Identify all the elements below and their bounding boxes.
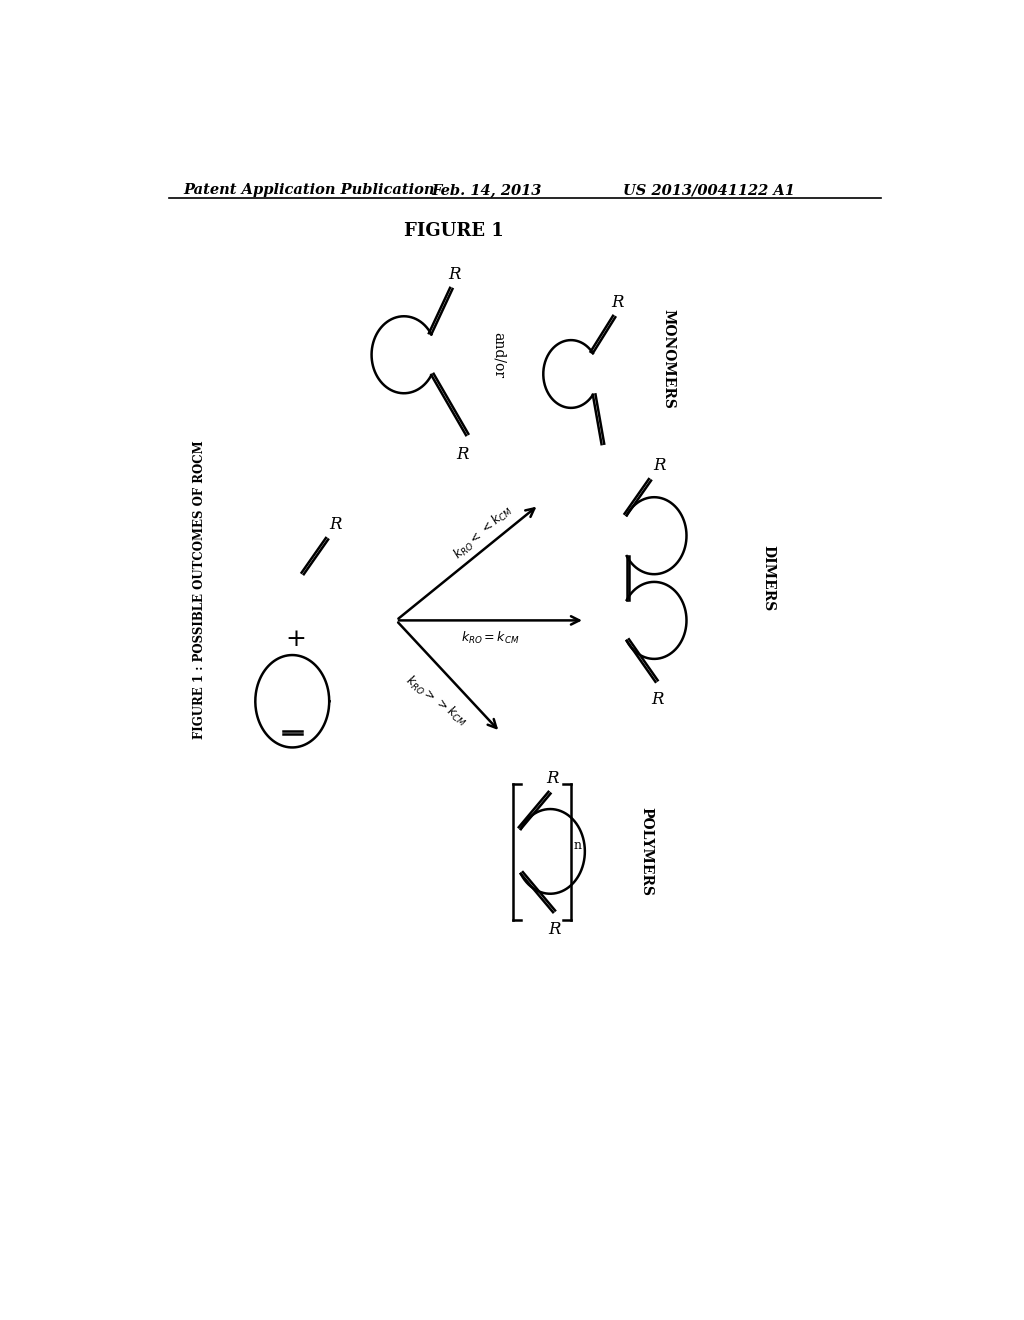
Text: Patent Application Publication: Patent Application Publication (183, 183, 434, 197)
Text: R: R (548, 921, 561, 939)
Text: US 2013/0041122 A1: US 2013/0041122 A1 (624, 183, 796, 197)
Text: R: R (456, 446, 468, 463)
Text: FIGURE 1: FIGURE 1 (404, 222, 504, 239)
Text: R: R (653, 458, 666, 474)
Text: and/or: and/or (492, 331, 506, 378)
Text: $k_{RO} = k_{CM}$: $k_{RO} = k_{CM}$ (461, 630, 520, 645)
Text: n: n (573, 838, 582, 851)
Text: +: + (286, 628, 306, 651)
Text: R: R (611, 294, 624, 312)
Text: R: R (547, 771, 559, 788)
Text: Feb. 14, 2013: Feb. 14, 2013 (431, 183, 542, 197)
Text: FIGURE 1 : POSSIBLE OUTCOMES OF ROCM: FIGURE 1 : POSSIBLE OUTCOMES OF ROCM (194, 441, 207, 739)
Text: R: R (330, 516, 342, 533)
Text: $k_{RO} >> k_{CM}$: $k_{RO} >> k_{CM}$ (402, 672, 471, 730)
Text: DIMERS: DIMERS (761, 545, 775, 611)
Text: R: R (449, 265, 461, 282)
Text: R: R (651, 692, 664, 708)
Text: $k_{RO} << k_{CM}$: $k_{RO} << k_{CM}$ (450, 502, 516, 562)
Text: MONOMERS: MONOMERS (662, 309, 675, 408)
Text: POLYMERS: POLYMERS (639, 807, 653, 896)
